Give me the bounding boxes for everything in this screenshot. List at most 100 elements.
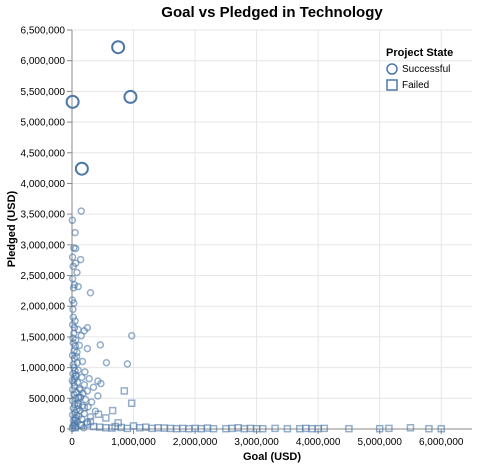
- failed-point: [425, 424, 433, 433]
- successful-point: [94, 392, 102, 400]
- successful-point: [71, 244, 80, 253]
- y-tick-label: 2,000,000: [21, 302, 66, 313]
- successful-point: [68, 253, 77, 261]
- y-tick-label: 2,500,000: [21, 271, 66, 282]
- failed-point: [203, 424, 212, 432]
- successful-point-large: [65, 94, 80, 109]
- failed-point: [246, 424, 255, 433]
- successful-point: [75, 393, 83, 401]
- failed-point: [228, 424, 236, 433]
- successful-point: [68, 216, 77, 225]
- y-tick-label: 0: [59, 425, 65, 436]
- failed-point: [123, 424, 132, 433]
- chart-title: Goal vs Pledged in Technology: [161, 4, 383, 21]
- legend-label-failed: Failed: [402, 80, 429, 91]
- failed-point: [80, 403, 89, 412]
- grid-layer: [71, 29, 472, 430]
- failed-point: [102, 424, 110, 432]
- y-tick-label: 3,000,000: [21, 240, 66, 251]
- successful-point: [78, 373, 86, 382]
- y-tick-label: 4,000,000: [21, 179, 66, 190]
- successful-point-large: [74, 161, 89, 176]
- failed-point: [209, 424, 218, 433]
- successful-point: [83, 344, 92, 353]
- successful-point: [73, 268, 81, 277]
- failed-point: [271, 424, 279, 433]
- failed-point: [320, 424, 329, 433]
- successful-point: [71, 228, 79, 237]
- points-layer: [65, 40, 445, 433]
- successful-point: [72, 371, 80, 379]
- y-tick-label: 4,500,000: [21, 148, 66, 159]
- successful-point: [72, 411, 81, 420]
- failed-point: [406, 424, 415, 432]
- y-tick-label: 6,500,000: [21, 26, 66, 37]
- failed-point: [385, 424, 393, 433]
- failed-point: [302, 424, 310, 433]
- failed-point: [375, 424, 384, 433]
- successful-point: [86, 288, 95, 297]
- failed-point: [437, 424, 445, 433]
- successful-point: [77, 331, 85, 340]
- legend-circle-icon: [386, 63, 398, 75]
- failed-point: [102, 414, 110, 422]
- y-axis-title: Pledged (USD): [6, 190, 18, 267]
- x-tick-label: 1,000,000: [111, 437, 156, 448]
- legend-item-successful: Successful: [386, 63, 450, 75]
- successful-point: [68, 274, 77, 283]
- failed-point: [148, 424, 156, 433]
- successful-point: [102, 358, 111, 367]
- failed-point: [120, 387, 129, 395]
- x-tick-label: 4,000,000: [296, 437, 341, 448]
- legend-item-failed: Failed: [386, 79, 429, 91]
- successful-point: [69, 378, 78, 387]
- axes-layer: 0 500,000 1,000,000 1,500,000 2,000,000 2,500…: [21, 26, 472, 448]
- failed-point: [154, 424, 162, 432]
- successful-point: [123, 360, 132, 368]
- failed-point: [345, 424, 353, 433]
- y-tick-label: 3,500,000: [21, 210, 66, 221]
- successful-point: [69, 334, 77, 342]
- y-tick-label: 5,000,000: [21, 118, 66, 129]
- successful-point: [69, 284, 78, 292]
- x-tick-label: 0: [69, 437, 75, 448]
- x-tick-label: 5,000,000: [357, 437, 402, 448]
- successful-point: [71, 366, 79, 375]
- failed-point: [166, 424, 175, 433]
- failed-point: [127, 399, 136, 407]
- successful-point: [76, 385, 85, 394]
- successful-point: [71, 416, 80, 424]
- failed-point: [179, 424, 187, 433]
- successful-point: [76, 255, 85, 264]
- legend-label-successful: Successful: [402, 64, 450, 75]
- successful-point: [96, 341, 105, 349]
- successful-point: [87, 398, 96, 406]
- successful-point: [72, 352, 81, 361]
- failed-point: [94, 410, 103, 419]
- legend-title: Project State: [386, 47, 453, 59]
- legend-square-icon: [386, 79, 398, 91]
- y-tick-label: 5,500,000: [21, 87, 66, 98]
- successful-point-large: [111, 40, 126, 55]
- successful-point: [70, 346, 78, 355]
- x-tick-label: 2,000,000: [173, 437, 218, 448]
- failed-point: [283, 424, 292, 433]
- legend: Project State Successful Failed: [386, 47, 453, 91]
- successful-point: [69, 305, 77, 314]
- successful-point: [77, 207, 85, 215]
- x-axis-title: Goal (USD): [243, 451, 301, 463]
- successful-point: [69, 313, 77, 322]
- successful-point: [85, 374, 93, 383]
- y-tick-label: 6,000,000: [21, 56, 66, 67]
- successful-point: [89, 383, 98, 392]
- successful-point: [80, 381, 89, 389]
- y-tick-label: 500,000: [29, 394, 66, 405]
- successful-point-large: [123, 89, 138, 104]
- successful-point: [127, 331, 136, 340]
- failed-point: [74, 394, 82, 403]
- failed-point: [135, 424, 144, 432]
- successful-point: [97, 379, 105, 388]
- successful-point: [75, 341, 84, 350]
